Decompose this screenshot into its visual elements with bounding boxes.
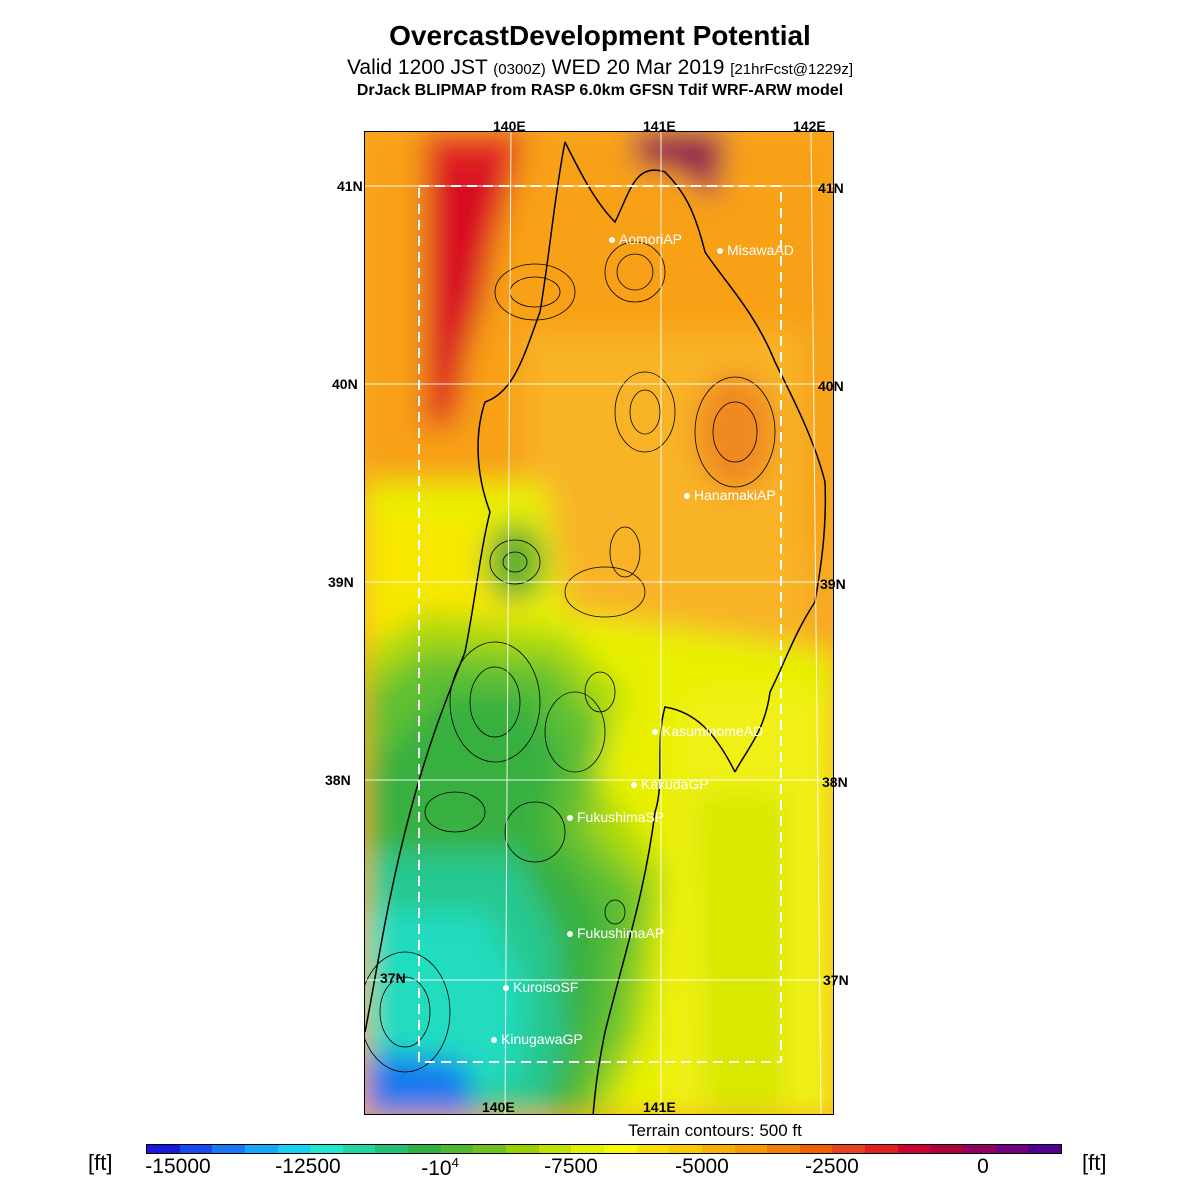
color-scale-swatch — [179, 1145, 213, 1153]
scale-tick-label: -15000 — [145, 1155, 211, 1178]
color-scale-swatch — [832, 1145, 866, 1153]
color-scale-swatch — [930, 1145, 964, 1153]
color-scale-swatch — [473, 1145, 507, 1153]
station-dot-icon — [652, 729, 658, 736]
lat-label-left: 37N — [380, 970, 406, 986]
scale-tick-label: -2500 — [805, 1155, 859, 1178]
color-scale-swatch — [506, 1145, 539, 1153]
color-scale-swatch — [734, 1145, 768, 1153]
color-scale-swatch — [408, 1145, 441, 1153]
color-scale-swatch — [538, 1145, 572, 1153]
color-scale-swatch — [701, 1145, 735, 1153]
lon-label-top: 141E — [643, 118, 676, 134]
color-scale-swatch — [342, 1145, 376, 1153]
color-scale-bar — [146, 1144, 1062, 1154]
inner-domain-box — [418, 185, 782, 1063]
color-scale-swatch — [897, 1145, 931, 1153]
lat-label-left: 40N — [332, 376, 358, 392]
station-dot-icon — [717, 248, 723, 255]
scale-tick-label: -12500 — [275, 1155, 341, 1178]
lon-label-top: 140E — [493, 118, 526, 134]
color-scale-swatch — [277, 1145, 311, 1153]
valid-date: WED 20 Mar 2019 — [551, 56, 725, 79]
station-marker[interactable]: HanamakiAP — [684, 487, 776, 503]
color-scale-swatch — [375, 1145, 409, 1153]
lat-label-right: 39N — [820, 576, 846, 592]
color-scale-swatch — [244, 1145, 278, 1153]
station-dot-icon — [567, 931, 573, 938]
scale-tick-label: -104 — [421, 1155, 459, 1180]
lat-label-right: 37N — [823, 972, 849, 988]
forecast-map[interactable] — [364, 131, 834, 1115]
station-dot-icon — [491, 1037, 497, 1044]
color-scale-swatch — [147, 1145, 180, 1153]
scale-tick-label: -5000 — [675, 1155, 729, 1178]
station-marker[interactable]: FukushimaAP — [567, 925, 664, 941]
lat-label-right: 38N — [822, 774, 848, 790]
color-scale-swatch — [1028, 1145, 1061, 1153]
color-scale-swatch — [603, 1145, 637, 1153]
station-marker[interactable]: AomoriAP — [609, 231, 682, 247]
color-scale-swatch — [636, 1145, 670, 1153]
station-dot-icon — [609, 237, 615, 244]
station-marker[interactable]: FukushimaSP — [567, 809, 664, 825]
station-dot-icon — [503, 985, 509, 992]
color-scale-swatch — [767, 1145, 800, 1153]
scale-tick-exponent: 4 — [451, 1155, 459, 1170]
color-scale-swatch — [799, 1145, 833, 1153]
lon-label-bottom: 141E — [643, 1099, 676, 1115]
color-scale-swatch — [865, 1145, 898, 1153]
terrain-contour-note: Terrain contours: 500 ft — [628, 1121, 802, 1140]
lat-label-left: 38N — [325, 772, 351, 788]
valid-time-line: Valid 1200 JST (0300Z) WED 20 Mar 2019 [… — [0, 56, 1200, 80]
forecast-info: [21hrFcst@1229z] — [730, 61, 854, 78]
color-scale-swatch — [310, 1145, 343, 1153]
station-marker[interactable]: KakudaGP — [631, 776, 709, 792]
field-shading — [365, 132, 833, 1114]
station-marker[interactable]: MisawaAD — [717, 242, 794, 258]
lat-label-left: 41N — [337, 178, 363, 194]
station-marker[interactable]: KinugawaGP — [491, 1031, 583, 1047]
station-dot-icon — [684, 493, 690, 500]
scale-tick-label: 0 — [977, 1155, 989, 1178]
station-marker[interactable]: KasuminomeAD — [652, 723, 763, 739]
unit-label-left: [ft] — [88, 1150, 113, 1175]
lat-label-right: 40N — [818, 378, 844, 394]
station-dot-icon — [567, 815, 573, 822]
color-scale-swatch — [440, 1145, 474, 1153]
color-scale-swatch — [571, 1145, 604, 1153]
map-title: OvercastDevelopment Potential — [389, 20, 811, 51]
scale-tick-label: -7500 — [544, 1155, 598, 1178]
lon-label-bottom: 140E — [482, 1099, 515, 1115]
terrain-contours — [365, 241, 776, 1073]
model-description: DrJack BLIPMAP from RASP 6.0km GFSN Tdif… — [356, 82, 844, 99]
station-dot-icon — [631, 782, 637, 789]
lat-label-right: 41N — [818, 180, 844, 196]
color-scale-swatch — [669, 1145, 702, 1153]
map-canvas — [365, 132, 833, 1114]
color-scale-swatch — [963, 1145, 996, 1153]
unit-label-right: [ft] — [1082, 1150, 1107, 1175]
valid-prefix: Valid 1200 JST — [346, 56, 488, 79]
station-marker[interactable]: KuroisoSF — [503, 979, 578, 995]
lat-label-left: 39N — [328, 574, 354, 590]
valid-utc: (0300Z) — [493, 61, 546, 78]
lon-label-top: 142E — [793, 118, 826, 134]
color-scale-swatch — [995, 1145, 1029, 1153]
color-scale-swatch — [212, 1145, 245, 1153]
